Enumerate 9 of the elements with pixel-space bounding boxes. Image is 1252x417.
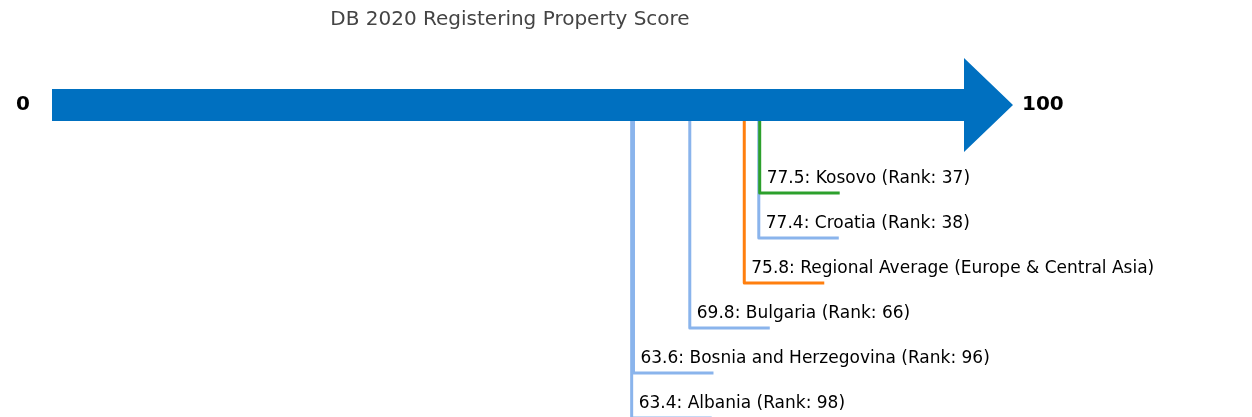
- data-label: 77.4: Croatia (Rank: 38): [765, 212, 970, 232]
- data-label: 75.8: Regional Average (Europe & Central Asia): [751, 257, 1155, 277]
- data-label: 63.4: Albania (Rank: 98): [638, 392, 846, 412]
- data-label: 69.8: Bulgaria (Rank: 66): [696, 302, 911, 322]
- data-label: 77.5: Kosovo (Rank: 37): [766, 167, 971, 187]
- text: 100: [1022, 91, 1064, 116]
- text: 0: [16, 91, 30, 116]
- text: DB 2020 Registering Property Score: [330, 6, 690, 31]
- data-label: 63.6: Bosnia and Herzegovina (Rank: 96): [640, 347, 990, 367]
